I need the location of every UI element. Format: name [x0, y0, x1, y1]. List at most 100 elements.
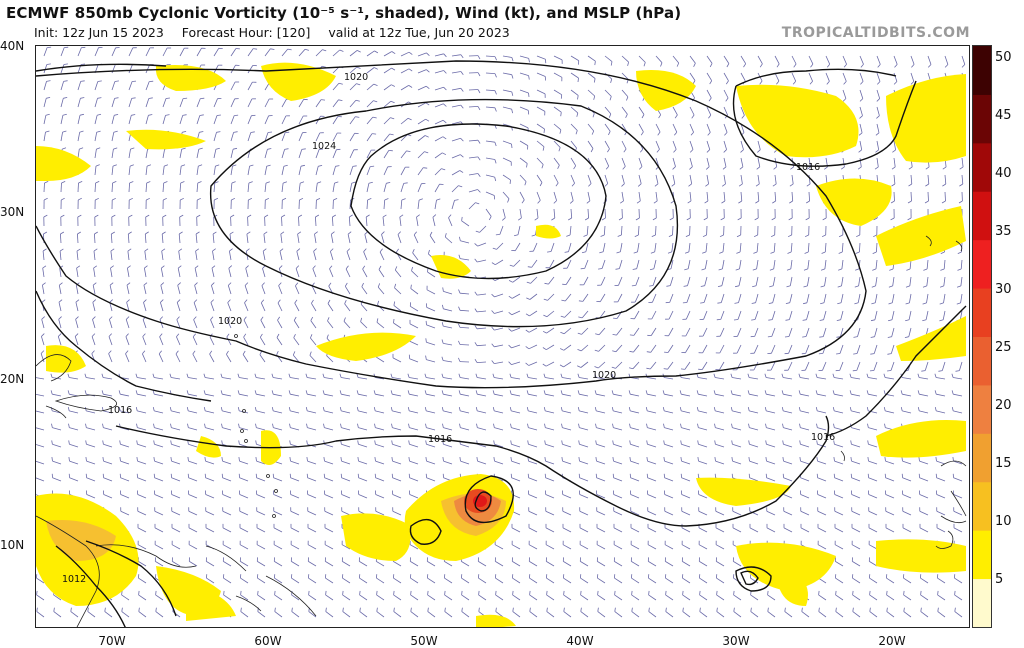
wind-barb	[851, 410, 861, 414]
wind-barb-flag	[906, 268, 911, 271]
wind-barb	[281, 115, 287, 125]
wind-barb	[706, 55, 713, 64]
wind-barb-flag	[42, 265, 47, 269]
wind-barb-flag	[628, 390, 631, 395]
wind-barb-flag	[507, 198, 510, 203]
wind-barb-flag	[63, 97, 68, 99]
wind-barb-flag	[632, 268, 637, 270]
wind-barb	[715, 427, 725, 431]
wind-barb	[823, 293, 827, 303]
wind-barb-flag	[511, 143, 513, 149]
wind-barb	[43, 98, 47, 108]
wind-barb	[903, 611, 912, 618]
wind-barb-flag	[803, 285, 808, 288]
wind-barb	[783, 510, 793, 516]
wind-barb-flag	[713, 373, 716, 378]
wind-barb	[852, 561, 861, 567]
wind-barb	[476, 361, 487, 363]
wind-barb-flag	[280, 231, 285, 235]
wind-barb-flag	[474, 342, 478, 346]
wind-barb	[570, 106, 579, 114]
wind-barb	[111, 182, 113, 193]
wind-barb-flag	[511, 74, 514, 79]
wind-barb-flag	[215, 147, 220, 150]
wind-barb-flag	[276, 333, 280, 338]
wind-barb	[631, 561, 640, 567]
wind-barb	[670, 259, 674, 269]
wind-barb-flag	[194, 282, 198, 286]
wind-barb	[942, 310, 946, 320]
wind-barb-flag	[580, 590, 582, 595]
wind-barb	[178, 233, 181, 244]
wind-barb	[121, 611, 130, 618]
wind-barb-flag	[723, 149, 727, 153]
wind-barb-flag	[209, 350, 213, 355]
wind-barb	[910, 191, 912, 202]
wind-barb	[633, 344, 640, 353]
wind-barb	[308, 611, 317, 618]
wind-barb	[859, 123, 863, 133]
wind-barb-flag	[356, 66, 361, 69]
wind-barb	[774, 174, 777, 184]
wind-barb	[698, 494, 708, 499]
wind-barb-flag	[526, 297, 531, 300]
wind-barb	[358, 460, 368, 465]
wind-barb	[451, 71, 461, 74]
wind-barb	[910, 174, 913, 185]
wind-barb-flag	[773, 166, 777, 170]
wind-barb-flag	[474, 325, 478, 330]
wind-barb-flag	[136, 440, 138, 445]
wind-barb	[495, 611, 504, 618]
wind-barb-flag	[410, 607, 412, 612]
wind-barb	[770, 361, 776, 371]
wind-barb	[771, 327, 776, 337]
wind-barb	[621, 72, 629, 80]
wind-barb-flag	[329, 265, 333, 269]
wind-barb	[43, 182, 45, 193]
wind-barb	[264, 115, 269, 125]
wind-barb-flag	[764, 390, 767, 395]
wind-barb-flag	[645, 407, 648, 411]
wind-barb	[137, 494, 147, 499]
wind-barb	[806, 293, 810, 303]
wind-barb	[274, 561, 283, 567]
wind-barb-flag	[279, 265, 283, 269]
wind-barb	[909, 259, 912, 270]
wind-barb-flag	[360, 317, 363, 322]
wind-barb	[324, 410, 334, 414]
wind-barb	[125, 319, 130, 329]
wind-barb	[329, 268, 334, 278]
wind-barb-flag	[905, 285, 910, 288]
wind-barb	[213, 149, 217, 159]
wind-barb-flag	[372, 133, 377, 135]
wind-barb	[512, 276, 521, 283]
wind-barb-flag	[254, 373, 257, 378]
wind-barb-flag	[561, 423, 563, 428]
wind-barb	[290, 510, 300, 516]
wind-barb-flag	[242, 350, 246, 355]
wind-barb	[332, 166, 336, 176]
wind-barb-flag	[36, 590, 38, 595]
wind-barb	[392, 357, 402, 363]
wind-barb	[298, 99, 305, 108]
wind-barb-flag	[458, 289, 461, 294]
wind-barb	[291, 561, 300, 567]
wind-barb-flag	[152, 373, 155, 378]
wind-barb	[145, 166, 148, 176]
wind-barb	[943, 293, 946, 303]
wind-barb	[634, 293, 640, 303]
wind-barb	[36, 427, 45, 431]
wind-barb	[716, 577, 725, 584]
wind-barb	[699, 577, 708, 584]
wind-barb	[427, 271, 436, 278]
wind-barb-flag	[339, 407, 342, 411]
wind-barb-flag	[560, 373, 563, 378]
wind-barb	[842, 89, 847, 99]
wind-barb	[126, 285, 130, 295]
wind-barb	[630, 477, 640, 482]
wind-barb	[341, 427, 351, 431]
wind-barb	[451, 185, 459, 193]
wind-barb-flag	[458, 254, 461, 259]
wind-barb-flag	[46, 97, 51, 99]
wind-barb	[342, 561, 351, 567]
